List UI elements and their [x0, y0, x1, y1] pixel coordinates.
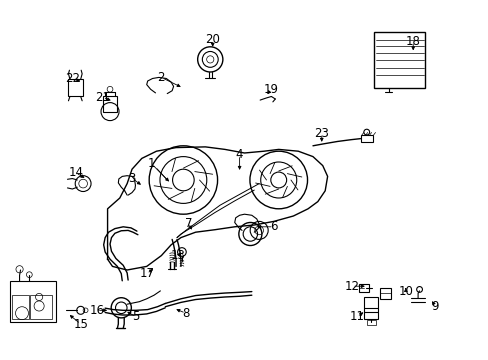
- Bar: [10, 281, 56, 322]
- Text: 19: 19: [264, 83, 278, 96]
- Text: 8: 8: [182, 307, 189, 320]
- Bar: [380, 288, 390, 299]
- Text: 22: 22: [65, 72, 80, 85]
- Text: 10: 10: [398, 285, 412, 298]
- Text: 6: 6: [269, 220, 277, 233]
- Bar: [366, 320, 375, 325]
- Text: 1: 1: [147, 157, 155, 170]
- Bar: [364, 297, 377, 319]
- Polygon shape: [107, 147, 327, 270]
- Bar: [359, 284, 368, 292]
- Text: 11: 11: [349, 310, 364, 323]
- Text: 21: 21: [95, 91, 110, 104]
- Bar: [360, 135, 372, 142]
- Bar: [102, 96, 117, 112]
- Text: 4: 4: [235, 148, 243, 161]
- Text: 17: 17: [139, 267, 154, 280]
- Text: 2: 2: [157, 71, 165, 84]
- Text: 12: 12: [344, 280, 359, 293]
- Bar: [30, 295, 52, 319]
- Text: 15: 15: [73, 318, 88, 330]
- Text: 18: 18: [405, 35, 420, 48]
- Text: 9: 9: [430, 300, 438, 312]
- Text: 20: 20: [205, 33, 220, 46]
- Text: 16: 16: [89, 304, 104, 317]
- Text: 5: 5: [132, 310, 140, 323]
- Text: 13: 13: [171, 249, 185, 262]
- Bar: [12, 295, 29, 319]
- Text: 23: 23: [314, 127, 328, 140]
- Bar: [68, 79, 83, 96]
- Text: 7: 7: [184, 217, 192, 230]
- Bar: [373, 32, 425, 88]
- Text: 14: 14: [68, 166, 83, 179]
- Text: 3: 3: [128, 172, 136, 185]
